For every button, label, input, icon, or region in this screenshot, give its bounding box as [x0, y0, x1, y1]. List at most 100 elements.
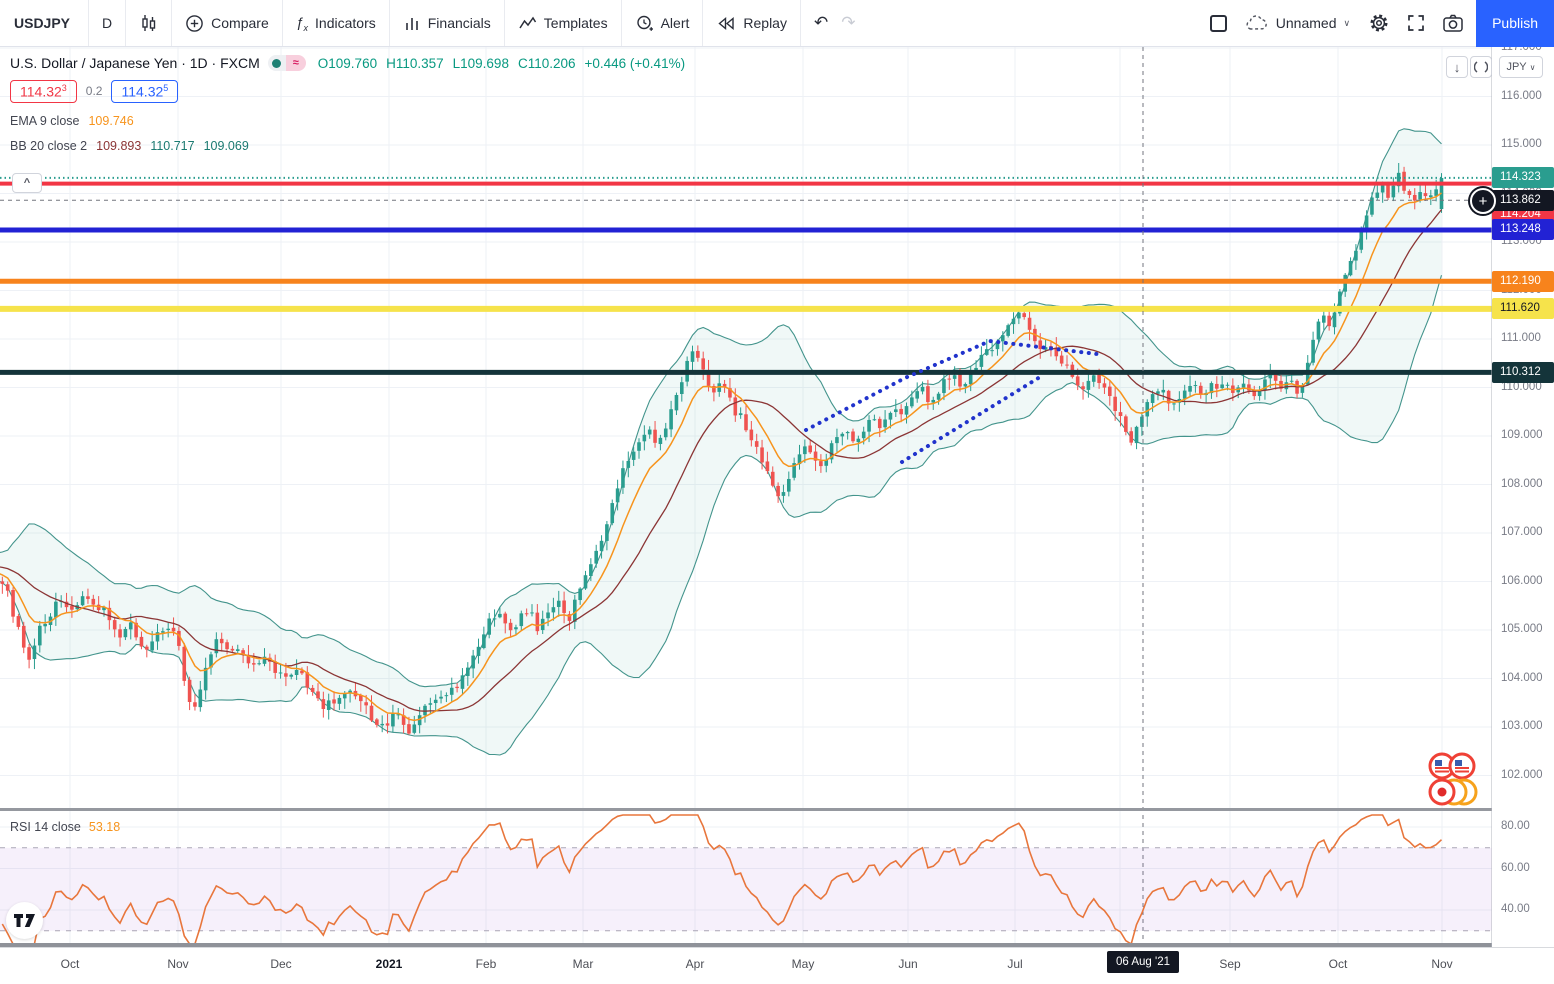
crosshair-date-label: 06 Aug '21 — [1107, 951, 1179, 973]
bar-chart-icon — [405, 18, 418, 30]
toolbar-separator — [702, 0, 704, 46]
redo-icon: ↷ — [841, 13, 856, 32]
price-axis-tick: 108.000 — [1501, 477, 1543, 490]
time-axis-label: Feb — [475, 957, 497, 971]
ema-value: 109.746 — [88, 113, 134, 128]
fx-icon: ƒx — [295, 13, 309, 33]
price-axis-tick: 106.000 — [1501, 574, 1543, 587]
layout-grid-button[interactable] — [1209, 14, 1227, 32]
chevron-down-icon: ∨ — [1529, 62, 1536, 72]
change-value: +0.446 (+0.41%) — [584, 55, 686, 71]
tradingview-logo-icon — [13, 913, 35, 927]
undo-button[interactable]: ↶ — [801, 0, 841, 46]
open-value: O109.760 — [317, 55, 378, 71]
rsi-axis-tick: 80.00 — [1501, 820, 1530, 832]
camera-icon — [1443, 14, 1463, 32]
rsi-legend-row[interactable]: RSI 14 close 53.18 — [10, 820, 120, 834]
market-status-pill[interactable]: ≈ — [267, 55, 306, 71]
alert-label: Alert — [660, 15, 690, 31]
symbol-button[interactable]: USDJPY — [14, 15, 71, 31]
reset-scale-button[interactable] — [1470, 56, 1492, 78]
redo-button[interactable]: ↷ — [841, 0, 868, 46]
time-axis-label: Jul — [1007, 957, 1023, 971]
price-level-tag: 114.323 — [1492, 167, 1554, 189]
financials-button[interactable]: Financials — [390, 0, 504, 46]
collapse-lines-button[interactable]: ^ — [12, 173, 42, 193]
high-value: H110.357 — [386, 55, 444, 71]
fullscreen-button[interactable] — [1406, 13, 1426, 33]
symbol-title[interactable]: U.S. Dollar / Japanese Yen · 1D · FXCM — [10, 55, 260, 71]
time-axis-label: Jun — [898, 957, 918, 971]
low-value: L109.698 — [452, 55, 509, 71]
price-axis-tick: 115.000 — [1501, 138, 1542, 150]
tradingview-logo[interactable] — [6, 902, 43, 939]
buy-button[interactable]: 114.325 — [111, 80, 179, 103]
rsi-axis-tick: 40.00 — [1501, 903, 1530, 915]
compare-label: Compare — [211, 15, 269, 31]
toolbar-separator — [125, 0, 127, 46]
settings-button[interactable] — [1368, 12, 1390, 34]
indicators-button[interactable]: ƒx Indicators — [283, 0, 389, 46]
toolbar-separator — [503, 0, 505, 46]
time-axis-label: Dec — [270, 957, 292, 971]
price-level-tag: 113.862 — [1492, 189, 1554, 211]
ema-legend-row[interactable]: EMA 9 close 109.746 — [10, 114, 685, 128]
cloud-icon — [1246, 14, 1267, 30]
cloud-layout-button[interactable]: Unnamed ∨ — [1243, 0, 1352, 46]
interval-button[interactable]: D — [102, 15, 113, 31]
close-value: C110.206 — [517, 55, 576, 71]
scroll-to-recent-button[interactable]: ↓ — [1446, 56, 1468, 78]
delayed-data-icon: ≈ — [285, 55, 306, 71]
price-level-tag: 113.248 — [1492, 219, 1554, 241]
rsi-label: RSI 14 close — [10, 820, 81, 834]
toolbar-separator — [799, 0, 801, 46]
zigzag-icon — [519, 16, 536, 28]
templates-button[interactable]: Templates — [505, 0, 621, 46]
price-level-tag: 110.312 — [1492, 361, 1554, 383]
toolbar-separator — [388, 0, 390, 46]
sell-button[interactable]: 114.323 — [10, 80, 77, 103]
time-axis[interactable]: 06 Aug '21 Oct Nov Dec 2021 Feb Mar Apr May Jun J… — [0, 947, 1554, 984]
chart-legend: U.S. Dollar / Japanese Yen · 1D · FXCM ≈… — [10, 55, 685, 153]
toolbar-separator — [281, 0, 283, 46]
top-toolbar: USDJPY D Compare ƒx Indicators — [0, 0, 1554, 47]
toolbar-right-group: Unnamed ∨ — [1209, 0, 1476, 46]
broker-pair-icons — [1426, 748, 1478, 810]
alarm-clock-icon — [636, 15, 653, 31]
replay-button[interactable]: Replay — [703, 0, 800, 46]
bb-basis-value: 109.893 — [96, 138, 142, 153]
time-axis-label: 2021 — [375, 957, 403, 971]
bb-upper-value: 110.717 — [150, 138, 195, 153]
snapshot-button[interactable] — [1442, 13, 1464, 33]
publish-button[interactable]: Publish — [1476, 0, 1554, 47]
compare-plus-icon — [186, 14, 203, 32]
time-axis-label: Mar — [572, 957, 594, 971]
candlestick-icon — [142, 14, 156, 31]
price-axis-tick: 103.000 — [1501, 720, 1543, 732]
bb-lower-value: 109.069 — [203, 138, 249, 153]
crosshair-plus-icon[interactable]: + — [1470, 188, 1496, 214]
spread-value: 0.2 — [85, 84, 103, 99]
rsi-value: 53.18 — [88, 820, 121, 834]
currency-unit-button[interactable]: JPY ∨ — [1499, 56, 1543, 78]
compare-button[interactable]: Compare — [172, 0, 282, 46]
chart-style-button[interactable] — [126, 0, 171, 46]
alert-button[interactable]: Alert — [622, 0, 703, 46]
templates-label: Templates — [543, 15, 608, 31]
time-axis-label: May — [791, 957, 815, 971]
price-axis-tick: 102.000 — [1501, 768, 1543, 781]
replay-icon — [718, 16, 735, 30]
bb-legend-row[interactable]: BB 20 close 2 109.893 110.717 109.069 — [10, 139, 685, 153]
gear-icon — [1370, 14, 1388, 32]
ema-label: EMA 9 close — [10, 113, 80, 128]
time-axis-label: Oct — [1328, 957, 1348, 971]
rsi-axis-tick: 60.00 — [1501, 861, 1530, 874]
indicators-label: Indicators — [315, 15, 376, 31]
price-axis[interactable]: 117.000116.000115.000114.000113.000112.0… — [1492, 41, 1554, 947]
time-axis-label: Nov — [1431, 957, 1453, 971]
chevron-down-icon: ∨ — [1343, 17, 1351, 28]
price-axis-tick: 111.000 — [1501, 332, 1541, 344]
currency-label: JPY — [1506, 61, 1527, 73]
